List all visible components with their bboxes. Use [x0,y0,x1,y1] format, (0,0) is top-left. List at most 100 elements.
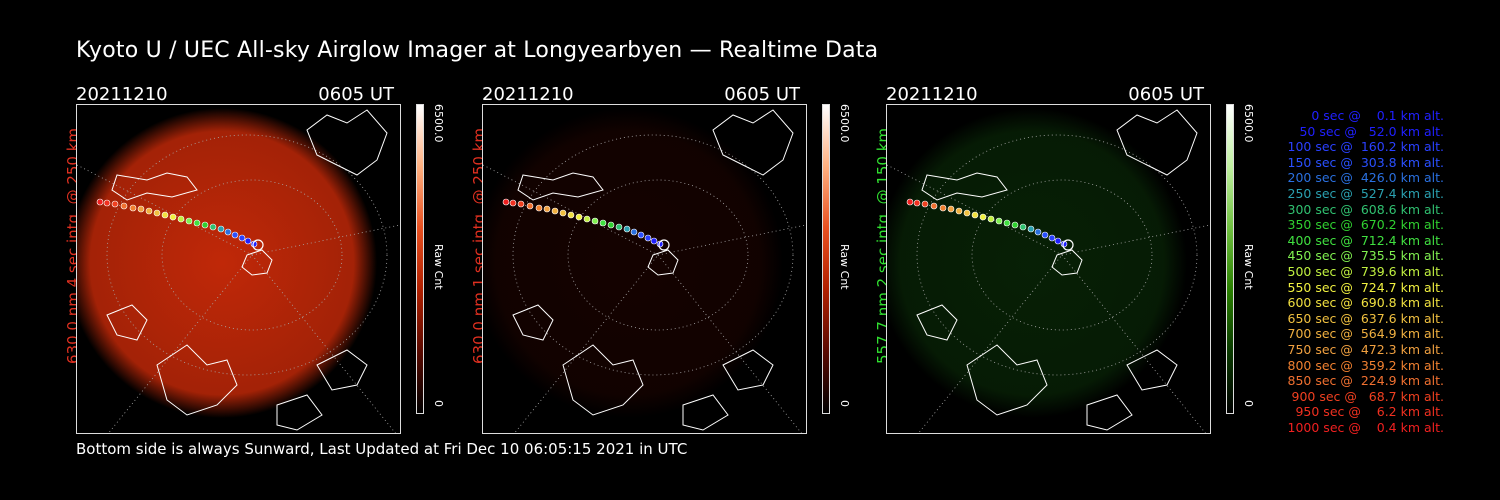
colorbar-min: 0 [432,400,445,407]
allsky-image [76,104,401,434]
trajectory-point [543,205,551,213]
trajectory-point [987,215,995,223]
trajectory-legend: 0 sec @ 0.1 km alt. 50 sec @ 52.0 km alt… [1252,108,1445,435]
station-marker [658,239,670,251]
trajectory-point [913,199,921,207]
station-marker [1062,239,1074,251]
trajectory-point [1041,231,1049,239]
coastlines [916,109,1198,431]
sky-disk [483,108,783,418]
coastlines [106,109,388,431]
panel-date: 20211210 [482,84,574,105]
trajectory-point [137,205,145,213]
legend-entry: 900 sec @ 68.7 km alt. [1287,388,1444,404]
legend-entry: 300 sec @ 608.6 km alt. [1283,201,1445,217]
panel-time: 0605 UT [724,84,800,105]
colorbar-min: 0 [838,400,851,407]
trajectory-point [583,215,591,223]
panel-date: 20211210 [76,84,168,105]
grid-lines [483,134,806,433]
panel-time: 0605 UT [318,84,394,105]
legend-entry: 850 sec @ 224.9 km alt. [1283,373,1445,389]
trajectory-point [177,215,185,223]
trajectory-point [1003,219,1011,227]
trajectory-point [153,209,161,217]
sky-disk [887,108,1187,418]
legend-entry: 250 sec @ 527.4 km alt. [1283,185,1445,201]
colorbar-label: Raw Cnt [432,244,445,290]
legend-entry: 950 sec @ 6.2 km alt. [1291,404,1444,420]
legend-entry: 200 sec @ 426.0 km alt. [1283,170,1445,186]
allsky-image [886,104,1211,434]
trajectory-point [526,202,534,210]
legend-entry: 500 sec @ 739.6 km alt. [1283,263,1445,279]
trajectory-point [103,199,111,207]
legend-entry: 700 sec @ 564.9 km alt. [1283,326,1445,342]
legend-entry: 1000 sec @ 0.4 km alt. [1287,419,1444,435]
legend-entry: 100 sec @ 160.2 km alt. [1283,139,1445,155]
legend-entry: 600 sec @ 690.8 km alt. [1283,295,1445,311]
trajectory-point [995,217,1003,225]
trajectory-point [224,228,232,236]
trajectory-point [963,209,971,217]
trajectory-point [955,207,963,215]
trajectory-point [209,223,217,231]
trajectory-point [947,205,955,213]
colorbar-max: 6500.0 [432,104,445,143]
trajectory-point [637,231,645,239]
panel-time: 0605 UT [1128,84,1204,105]
trajectory-point [1054,237,1062,245]
trajectory-point [238,234,246,242]
legend-entry: 550 sec @ 724.7 km alt. [1283,279,1445,295]
trajectory-point [231,231,239,239]
trajectory-point [939,204,947,212]
legend-entry: 800 sec @ 359.2 km alt. [1283,357,1445,373]
trajectory-point [906,198,914,206]
trajectory-point [599,219,607,227]
trajectory-point [551,207,559,215]
trajectory-point [193,219,201,227]
trajectory-point [630,228,638,236]
trajectory-point [96,198,104,206]
trajectory-point [509,199,517,207]
trajectory-point [1034,228,1042,236]
grid-lines [77,134,400,433]
page-title: Kyoto U / UEC All-sky Airglow Imager at … [76,38,879,63]
legend-entry: 350 sec @ 670.2 km alt. [1283,217,1445,233]
trajectory-point [575,213,583,221]
trajectory-point [517,200,525,208]
trajectory-point [921,200,929,208]
trajectory-point [607,221,615,229]
trajectory-point [111,200,119,208]
legend-entry: 0 sec @ 0.1 km alt. [1299,108,1444,123]
trajectory-point [1019,223,1027,231]
trajectory-point [1011,221,1019,229]
trajectory-point [161,211,169,219]
trajectory-point [1027,225,1035,233]
grid-lines [887,134,1210,433]
trajectory-point [623,225,631,233]
trajectory-point [979,213,987,221]
legend-entry: 50 sec @ 52.0 km alt. [1291,123,1444,139]
legend-entry: 750 sec @ 472.3 km alt. [1283,341,1445,357]
legend-entry: 150 sec @ 303.8 km alt. [1283,154,1445,170]
trajectory-point [145,207,153,215]
trajectory-point [644,234,652,242]
sky-disk [77,108,377,418]
imager-panel-3: 20211210 0605 UT 557.7 nm 2 sec intg. @ … [874,84,1276,434]
trajectory-point [971,211,979,219]
colorbar [822,104,830,414]
trajectory-point [129,204,137,212]
colorbar-label: Raw Cnt [838,244,851,290]
panel-date: 20211210 [886,84,978,105]
trajectory-point [567,211,575,219]
legend-entry: 450 sec @ 735.5 km alt. [1283,248,1445,264]
coastlines [512,109,794,431]
trajectory-point [169,213,177,221]
trajectory-point [650,237,658,245]
trajectory-point [217,225,225,233]
colorbar-max: 6500.0 [838,104,851,143]
footer-status: Bottom side is always Sunward, Last Upda… [76,440,688,458]
trajectory-point [615,223,623,231]
imager-panel-1: 20211210 0605 UT 630.0 nm 4 sec intg. @ … [64,84,466,434]
